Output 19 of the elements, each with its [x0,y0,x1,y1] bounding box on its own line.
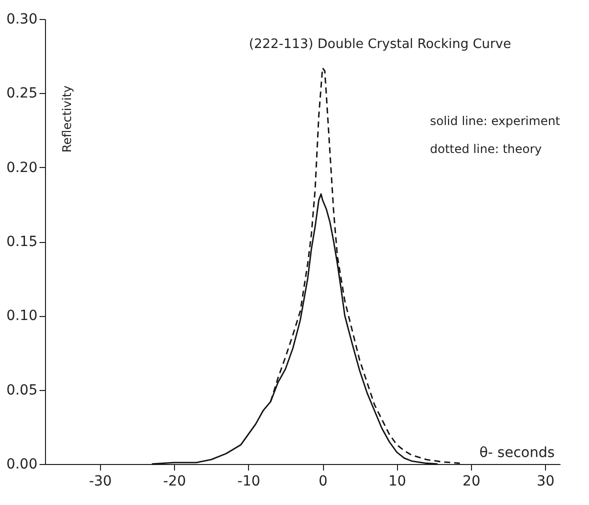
y-tick-label: 0.20 [6,160,38,176]
annotation: dotted line: theory [430,142,542,156]
x-tick-label: -20 [163,474,186,490]
y-tick-label: 0.15 [6,234,38,250]
y-tick-label: 0.10 [6,308,38,324]
y-tick-label: 0.30 [6,12,38,28]
x-axis-title: θ- seconds [479,445,555,461]
y-axis-title: Reflectivity [60,85,74,153]
x-tick-label: 0 [318,474,328,490]
x-tick-label: 10 [388,474,406,490]
x-tick-label: 20 [462,474,480,490]
annotation: solid line: experiment [430,114,560,128]
x-tick-label: 30 [536,474,555,490]
y-tick-label: 0.25 [6,86,38,102]
x-tick-label: -30 [88,474,112,490]
y-tick-label: 0.00 [6,456,38,472]
y-tick-label: 0.05 [6,382,38,398]
text: (222-113) Double Crystal Rocking Curve [248,37,512,52]
x-tick-label: -10 [237,474,260,490]
